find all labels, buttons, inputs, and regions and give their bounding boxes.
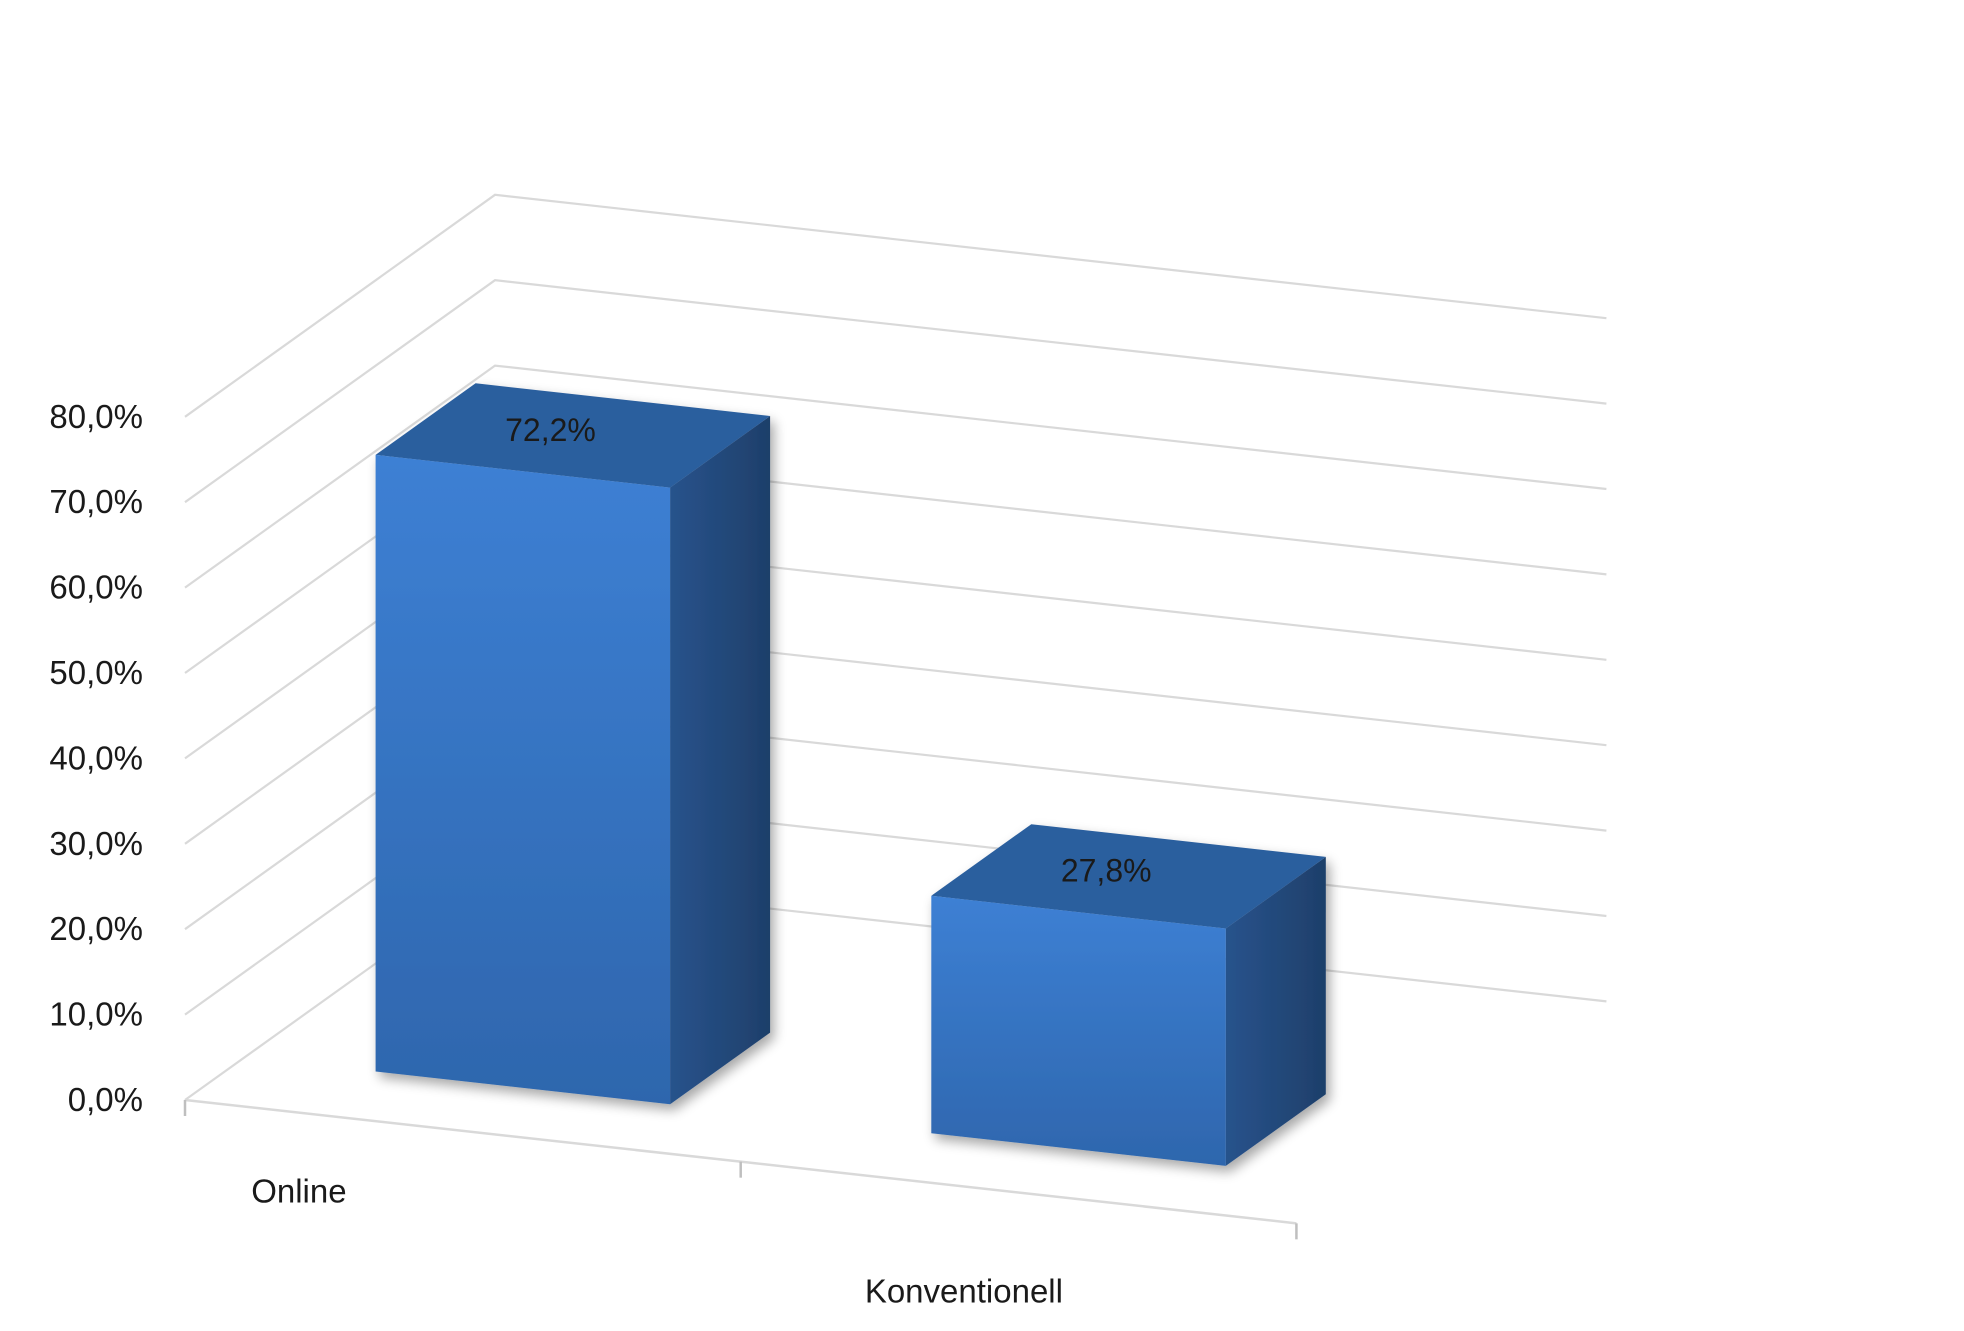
gridline-70 [184, 279, 1607, 504]
data-label-konventionell: 27,8% [1061, 853, 1152, 889]
y-tick-label-20: 20,0% [49, 910, 143, 947]
gridline-80 [184, 193, 1607, 418]
floor-axis [183, 1098, 1298, 1240]
bar-konventionell [931, 824, 1326, 1166]
y-tick-label-10: 10,0% [49, 996, 143, 1033]
bar-top-0 [375, 383, 771, 488]
y-tick-label-60: 60,0% [49, 569, 143, 606]
y-tick-label-70: 70,0% [49, 483, 143, 520]
bars: 72,2% 27,8% [375, 383, 1326, 1166]
bar-online [375, 383, 771, 1105]
y-tick-label-50: 50,0% [49, 654, 143, 691]
data-label-online: 72,2% [505, 412, 596, 448]
bar-front-0 [375, 454, 671, 1105]
y-tick-label-40: 40,0% [49, 739, 143, 776]
bar-front-1 [931, 895, 1226, 1166]
bar-top-1 [931, 824, 1326, 929]
y-axis-tick-labels: 0,0% 10,0% 20,0% 30,0% 40,0% 50,0% 60,0% 70,0% 8… [49, 398, 143, 1118]
y-tick-label-30: 30,0% [49, 825, 143, 862]
gridline-60 [184, 364, 1607, 589]
bar-side-1 [1225, 856, 1326, 1166]
x-axis-category-labels: Online Konventionell [251, 1173, 1063, 1310]
y-tick-label-0: 0,0% [68, 1081, 143, 1118]
bar-side-0 [670, 416, 771, 1105]
category-label-online: Online [251, 1173, 346, 1210]
y-tick-label-80: 80,0% [49, 398, 143, 435]
category-label-konventionell: Konventionell [865, 1272, 1063, 1309]
